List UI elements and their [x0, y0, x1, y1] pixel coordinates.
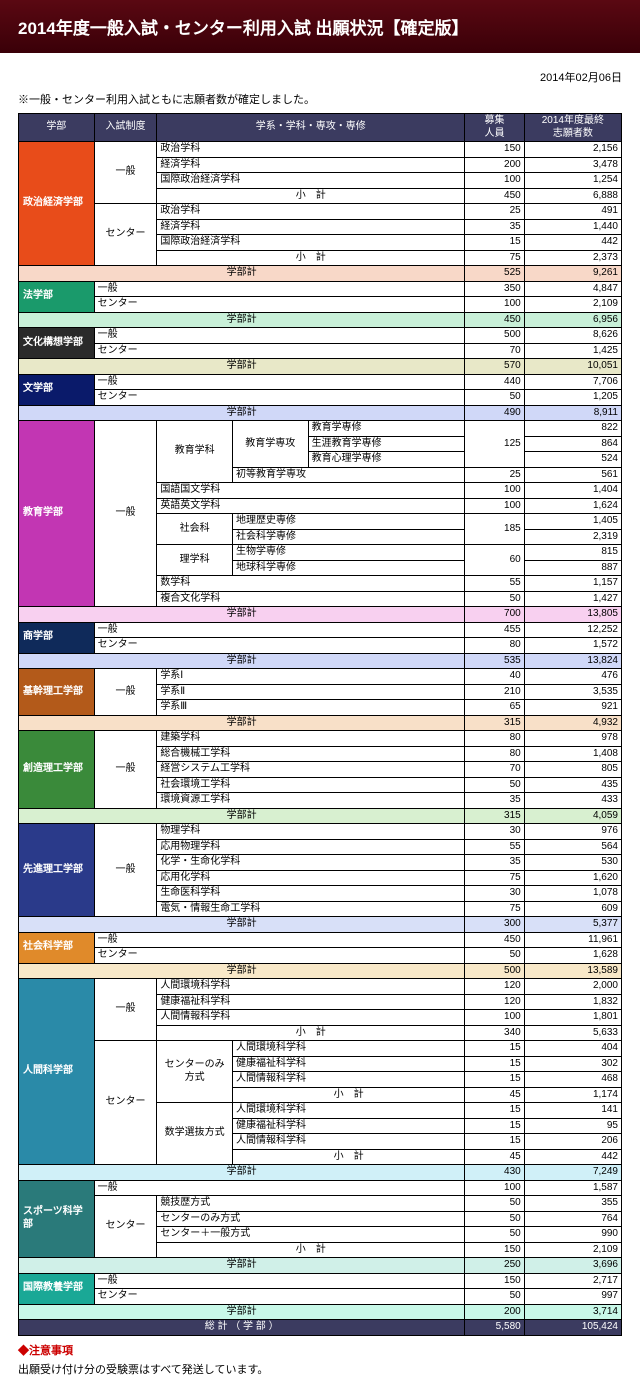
dept-souzou: 創造理工学部 [19, 731, 95, 809]
dept-bunkou: 文化構想学部 [19, 328, 95, 359]
warning-body: 出願受け付け分の受験票はすべて発送しています。 [18, 1361, 622, 1377]
th-major: 学系・学科・専攻・専修 [157, 114, 465, 142]
dept-senshin: 先進理工学部 [19, 824, 95, 917]
th-system: 入試制度 [94, 114, 157, 142]
note-text: ※一般・センター利用入試ともに志願者数が確定しました。 [18, 91, 622, 107]
grand-total-label: 総 計 （ 学 部 ） [19, 1320, 465, 1336]
dept-shougaku: 商学部 [19, 622, 95, 653]
dept-kokusai: 国際教養学部 [19, 1273, 95, 1304]
dept-kikan: 基幹理工学部 [19, 669, 95, 716]
dept-hougaku: 法学部 [19, 281, 95, 312]
applicant-table: 学部 入試制度 学系・学科・専攻・専修 募集人員 2014年度最終志願者数 政治… [18, 113, 622, 1336]
page-title: 2014年度一般入試・センター利用入試 出願状況【確定版】 [0, 0, 640, 53]
dept-shakai: 社会科学部 [19, 932, 95, 963]
dept-seikei: 政治経済学部 [19, 142, 95, 266]
dept-bungaku: 文学部 [19, 374, 95, 405]
th-dept: 学部 [19, 114, 95, 142]
th-capacity: 募集人員 [465, 114, 524, 142]
dept-sports: スポーツ科学部 [19, 1180, 95, 1258]
header-row: 学部 入試制度 学系・学科・専攻・専修 募集人員 2014年度最終志願者数 [19, 114, 622, 142]
warning-title: ◆注意事項 [18, 1342, 622, 1358]
content-area: 2014年02月06日 ※一般・センター利用入試ともに志願者数が確定しました。 … [0, 53, 640, 1397]
dept-ningen: 人間科学部 [19, 979, 95, 1165]
th-applicants: 2014年度最終志願者数 [524, 114, 621, 142]
date-label: 2014年02月06日 [18, 69, 622, 85]
dept-kyouiku: 教育学部 [19, 421, 95, 607]
